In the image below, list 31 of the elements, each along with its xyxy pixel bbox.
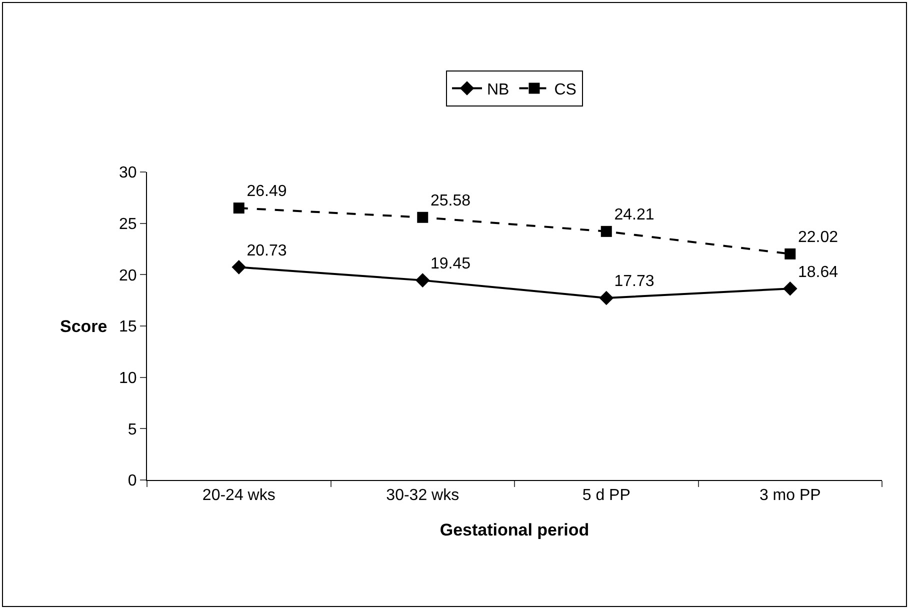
x-tick-label: 30-32 wks: [386, 487, 460, 504]
data-label: 25.58: [430, 192, 471, 210]
data-label: 24.21: [614, 206, 654, 224]
x-tick-label: 3 mo PP: [759, 487, 821, 504]
data-label: 18.64: [798, 264, 838, 281]
y-axis-title: Score: [60, 317, 108, 336]
point: [232, 260, 246, 274]
point: [782, 281, 798, 296]
x-tick-label: 20-24 wks: [202, 487, 276, 504]
y-tick-label: 25: [119, 216, 137, 233]
point: [600, 226, 612, 237]
point: [599, 290, 614, 306]
data-label: 20.73: [246, 242, 287, 260]
x-tick-label: 5 d PP: [582, 487, 630, 504]
point: [415, 273, 430, 288]
point: [233, 202, 244, 214]
y-tick-label: 10: [119, 370, 137, 387]
y-tick-label: 30: [119, 164, 137, 182]
legend-label: NB: [487, 82, 510, 98]
point: [417, 212, 428, 223]
data-label: 17.73: [614, 273, 654, 290]
y-tick-label: 20: [119, 267, 137, 284]
y-tick-label: 0: [128, 472, 137, 490]
data-label: 22.02: [798, 229, 838, 246]
data-label: 26.49: [246, 183, 287, 200]
x-axis-title: Gestational period: [440, 520, 590, 540]
point: [784, 248, 796, 260]
data-label: 19.45: [430, 255, 471, 272]
y-tick-label: 5: [128, 421, 137, 438]
y-tick-label: 15: [119, 318, 137, 336]
legend-label: CS: [554, 82, 576, 98]
